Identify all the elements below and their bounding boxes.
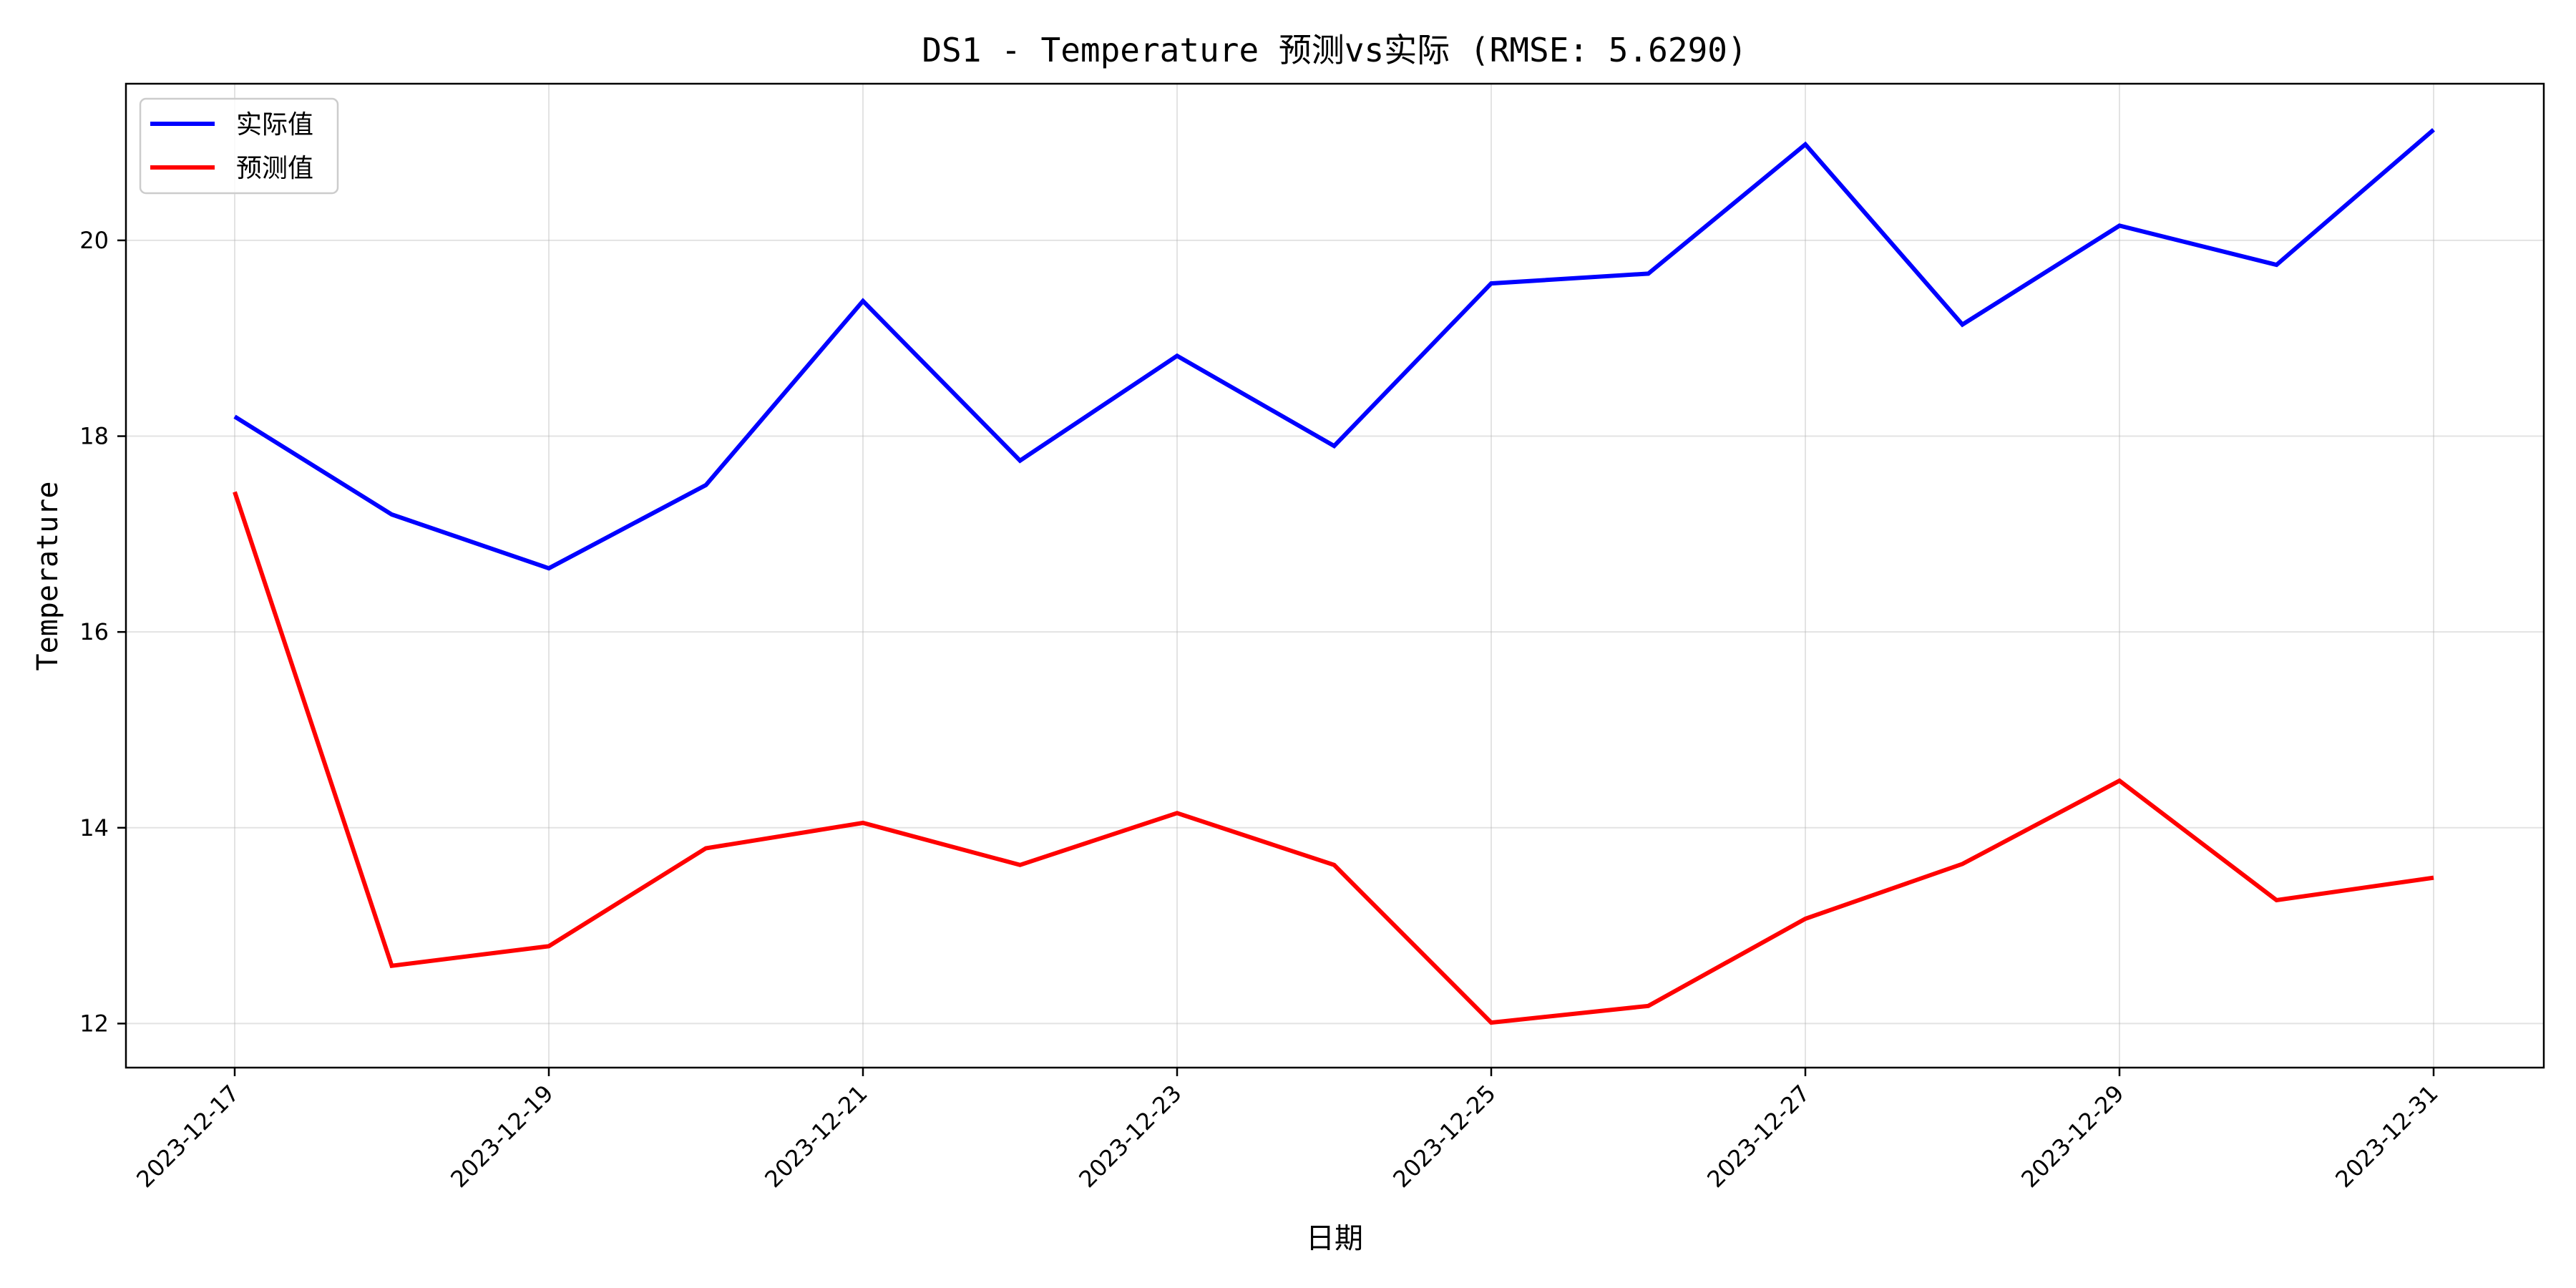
y-tick-label: 14 [79, 814, 109, 841]
series-line-predicted [233, 491, 2434, 1025]
legend-label-predicted: 预测值 [236, 154, 313, 183]
chart-title: DS1 - Temperature 预测vs实际 (RMSE: 5.6290) [922, 31, 1747, 69]
y-axis: 12 14 16 18 20 [79, 227, 126, 1037]
y-tick-label: 18 [79, 423, 109, 450]
y-tick-label: 20 [79, 227, 109, 254]
y-axis-label: Temperature [31, 482, 64, 671]
y-tick-label: 12 [79, 1010, 109, 1037]
plot-frame [125, 82, 2545, 1069]
y-tick-label: 16 [79, 618, 109, 645]
series-lines [233, 128, 2435, 1025]
legend-label-actual: 实际值 [236, 110, 313, 140]
x-axis-label: 日期 [1306, 1222, 1363, 1255]
grid [126, 84, 2544, 1068]
series-line-actual [233, 128, 2435, 571]
legend: 实际值 预测值 [139, 97, 339, 195]
